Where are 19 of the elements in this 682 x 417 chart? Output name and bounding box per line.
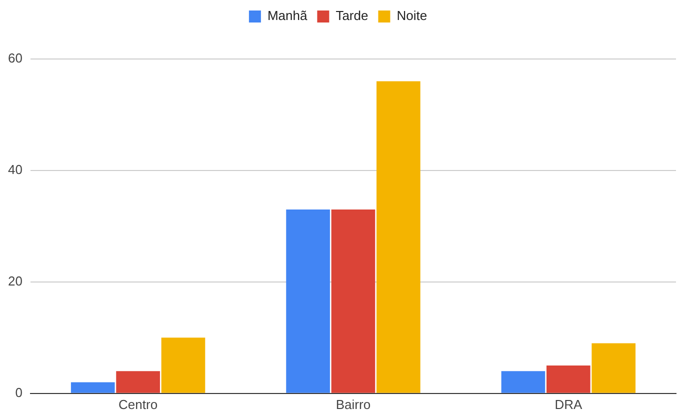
bar bbox=[546, 366, 590, 393]
bar bbox=[376, 81, 420, 393]
y-tick-label: 60 bbox=[8, 50, 22, 66]
x-tick-label: Centro bbox=[118, 396, 158, 412]
x-tick-label: Bairro bbox=[336, 396, 371, 412]
bar bbox=[592, 343, 636, 393]
bar bbox=[161, 338, 206, 393]
bar bbox=[331, 209, 376, 393]
y-tick-label: 0 bbox=[15, 384, 22, 400]
legend-label: Noite bbox=[396, 8, 428, 24]
y-tick-label: 40 bbox=[8, 162, 22, 178]
bar bbox=[116, 371, 160, 393]
bar bbox=[286, 209, 330, 393]
bar bbox=[70, 382, 115, 393]
x-tick-label: DRA bbox=[554, 396, 582, 412]
legend-label: Manhã bbox=[267, 8, 308, 24]
y-tick-label: 20 bbox=[8, 274, 22, 289]
bar bbox=[501, 371, 546, 393]
legend-label: Tarde bbox=[336, 8, 368, 24]
